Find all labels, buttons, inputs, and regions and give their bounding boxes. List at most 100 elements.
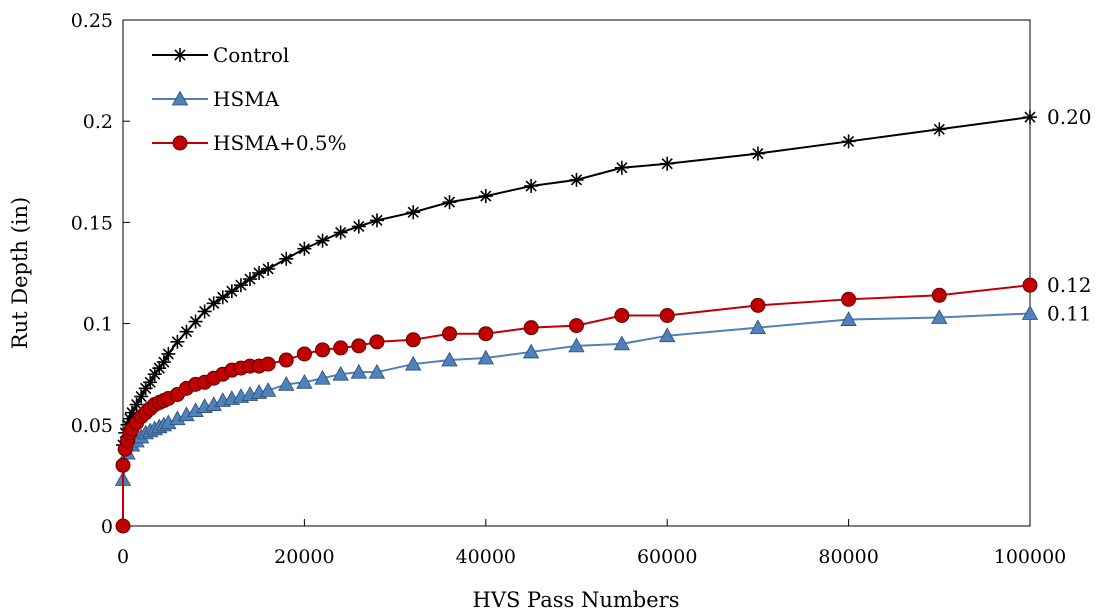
data-point: [314, 369, 331, 385]
data-point: [441, 351, 458, 367]
data-point: [350, 363, 367, 379]
data-point: [478, 326, 494, 342]
x-tick-label: 20000: [274, 546, 334, 568]
data-point: [368, 363, 386, 379]
data-point: [841, 134, 856, 149]
plot-area: [122, 19, 1031, 527]
end-value-label: 0.20: [1047, 105, 1092, 129]
series-layer: [114, 110, 1039, 534]
data-point: [931, 287, 947, 303]
data-point: [478, 189, 493, 204]
y-axis-title: Rut Depth (in): [8, 197, 32, 349]
data-point: [296, 373, 313, 389]
data-point: [224, 284, 239, 299]
data-point: [115, 457, 131, 473]
data-point: [296, 346, 312, 362]
legend: Control HSMA HSMA+0.5%: [152, 43, 347, 155]
data-point: [351, 219, 366, 234]
data-point: [173, 48, 187, 62]
end-value-label: 0.12: [1047, 273, 1092, 297]
legend-item: HSMA+0.5%: [152, 131, 347, 155]
data-point: [172, 135, 188, 151]
data-point: [134, 389, 149, 404]
series-control: [116, 110, 1037, 453]
data-point: [260, 356, 276, 372]
data-point: [569, 172, 584, 187]
y-tick-label: 0: [101, 516, 113, 538]
data-point: [750, 146, 765, 161]
data-point: [613, 335, 631, 351]
data-point: [524, 178, 539, 193]
data-point: [569, 318, 584, 334]
data-point: [1021, 305, 1039, 320]
series-hsma: [114, 305, 1039, 486]
end-value-label: 0.11: [1047, 301, 1092, 325]
legend-label: HSMA: [213, 87, 280, 111]
data-point: [233, 278, 248, 293]
data-point: [161, 346, 176, 361]
data-point: [405, 332, 421, 348]
data-point: [749, 319, 767, 335]
series-hsma-0-5-: [115, 277, 1038, 534]
data-point: [170, 334, 185, 349]
data-point: [659, 308, 675, 324]
x-tick-label: 60000: [637, 546, 697, 568]
y-tick-label: 0.05: [71, 415, 113, 437]
data-point: [931, 309, 948, 324]
data-point: [261, 261, 276, 276]
x-axis: 0 20000 40000 60000 80000 100000: [117, 519, 1066, 568]
data-point: [406, 205, 421, 220]
data-point: [332, 365, 349, 381]
data-point: [522, 343, 540, 359]
x-tick-label: 0: [117, 546, 129, 568]
legend-item: Control: [152, 43, 289, 67]
x-tick-label: 80000: [818, 546, 878, 568]
legend-label: Control: [213, 43, 289, 67]
y-axis: 0 0.05 0.1 0.15 0.2 0.25: [71, 10, 130, 538]
data-point: [442, 326, 458, 342]
data-point: [278, 375, 295, 391]
data-point: [279, 251, 294, 266]
data-point: [333, 340, 349, 356]
data-point: [660, 156, 675, 171]
y-tick-label: 0.2: [83, 111, 113, 133]
data-point: [188, 314, 203, 329]
data-point: [1023, 110, 1037, 125]
data-point: [841, 291, 857, 307]
data-point: [369, 213, 384, 228]
legend-item: HSMA: [152, 87, 280, 111]
x-tick-label: 100000: [994, 546, 1067, 568]
data-point: [351, 338, 367, 354]
x-axis-title: HVS Pass Numbers: [473, 588, 680, 612]
data-point: [442, 195, 457, 210]
data-point: [369, 334, 385, 350]
y-tick-label: 0.25: [71, 10, 113, 32]
data-point: [405, 355, 422, 371]
data-point: [932, 122, 947, 137]
data-point: [477, 349, 494, 365]
data-point: [1022, 277, 1038, 293]
data-point: [147, 367, 162, 382]
data-point: [206, 296, 221, 311]
data-point: [659, 327, 676, 343]
y-tick-label: 0.1: [83, 314, 113, 336]
data-point: [143, 375, 158, 390]
data-point: [171, 90, 189, 106]
data-point: [297, 241, 312, 256]
data-point: [568, 337, 585, 353]
end-labels: 0.20 0.12 0.11: [1047, 105, 1092, 325]
data-point: [259, 382, 277, 397]
data-point: [197, 304, 212, 319]
data-point: [215, 290, 230, 305]
data-point: [242, 272, 257, 287]
data-point: [614, 308, 630, 324]
data-point: [315, 342, 331, 358]
x-tick-label: 40000: [456, 546, 516, 568]
legend-label: HSMA+0.5%: [213, 131, 347, 155]
y-tick-label: 0.15: [71, 212, 113, 234]
data-point: [115, 518, 131, 534]
data-point: [315, 233, 330, 248]
data-point: [523, 320, 539, 336]
data-point: [840, 311, 857, 326]
